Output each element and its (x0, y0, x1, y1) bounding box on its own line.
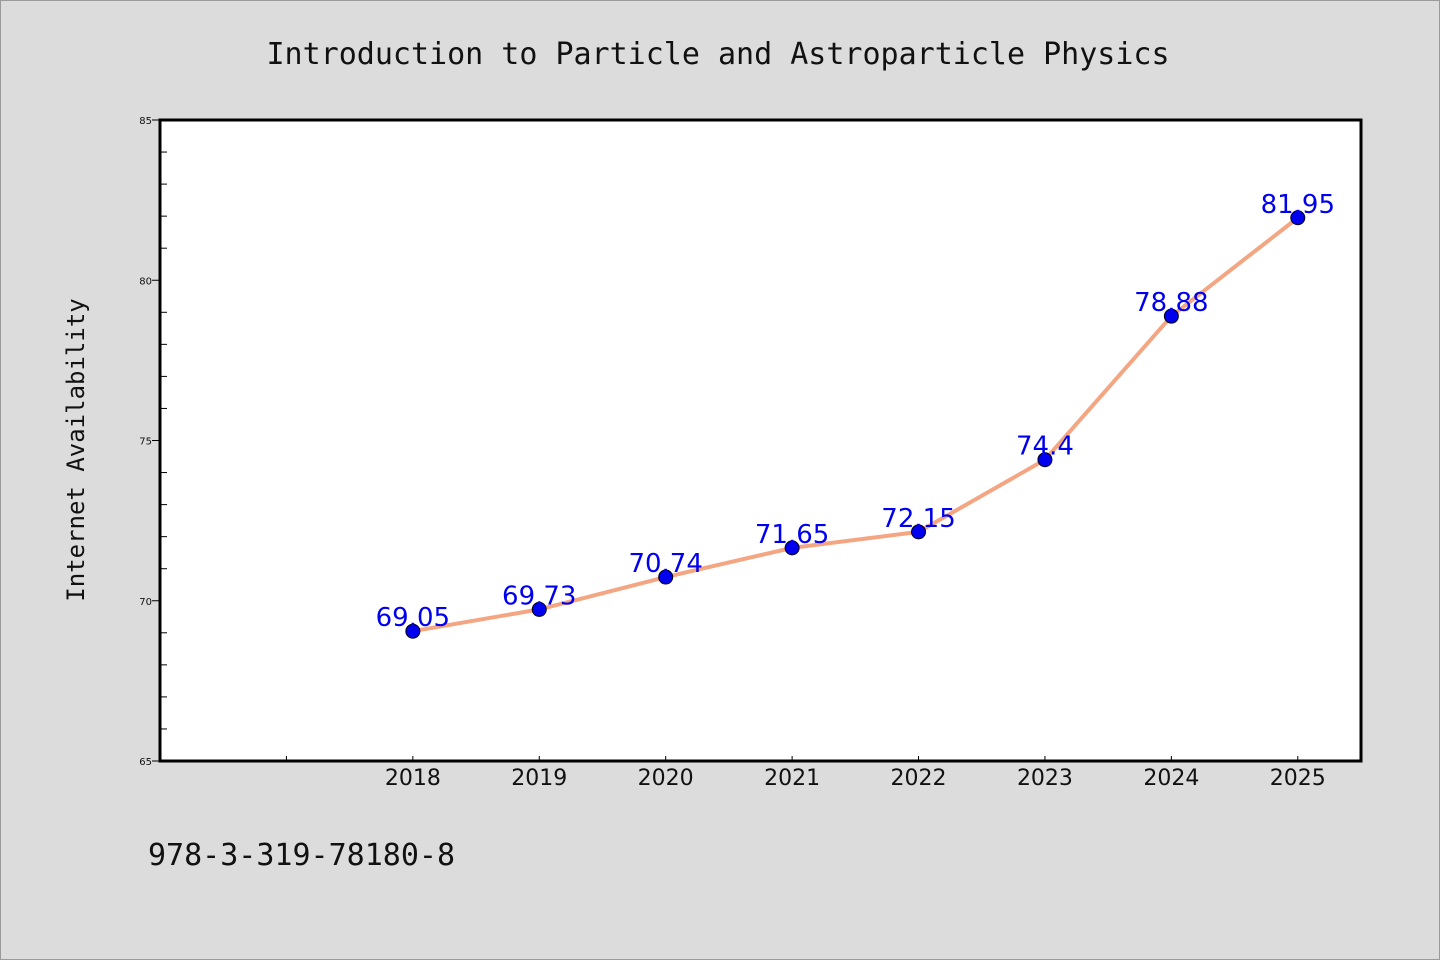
x-tick-label: 2018 (385, 766, 441, 791)
data-point (531, 601, 547, 617)
x-tick-label: 2023 (1017, 766, 1073, 791)
x-tick-label: 2021 (764, 766, 820, 791)
data-point (1163, 308, 1179, 324)
plot-area (160, 120, 1361, 761)
isbn-footnote: 978-3-319-78180-8 (148, 838, 455, 873)
data-label: 78.88 (1134, 288, 1208, 318)
y-tick-label: 85 (139, 116, 152, 127)
y-tick-label: 75 (139, 437, 152, 448)
y-tick-label: 65 (139, 757, 152, 768)
x-axis-ticks: 2018 2019 2020 2021 2022 2023 2024 2025 (159, 756, 1326, 791)
data-label: 71.65 (755, 520, 829, 550)
y-axis-label: Internet Availability (62, 298, 90, 601)
data-label: 74.4 (1016, 432, 1074, 462)
x-tick-label: 2024 (1143, 766, 1199, 791)
data-label: 69.05 (376, 603, 450, 633)
plot-border (158, 118, 1363, 763)
series-line (412, 216, 1300, 634)
data-point (658, 569, 674, 585)
data-label: 81.95 (1261, 190, 1335, 220)
data-point (1290, 210, 1306, 226)
x-tick-label: 2020 (638, 766, 694, 791)
series-group: 69.05 69.73 70.74 71.65 72.15 74.4 78.88 81.95 (376, 190, 1335, 639)
x-tick-label: 2019 (511, 766, 567, 791)
x-tick-label: 2025 (1270, 766, 1326, 791)
chart-title: Introduction to Particle and Astropartic… (266, 37, 1169, 72)
data-label: 72.15 (881, 504, 955, 534)
data-point (911, 524, 927, 540)
data-point (405, 623, 421, 639)
data-point (784, 540, 800, 556)
y-tick-label: 80 (139, 276, 152, 287)
y-tick-label: 70 (139, 597, 152, 608)
data-label: 69.73 (502, 581, 576, 611)
x-tick-label: 2022 (891, 766, 947, 791)
data-label: 70.74 (628, 549, 702, 579)
data-point (1037, 452, 1053, 468)
